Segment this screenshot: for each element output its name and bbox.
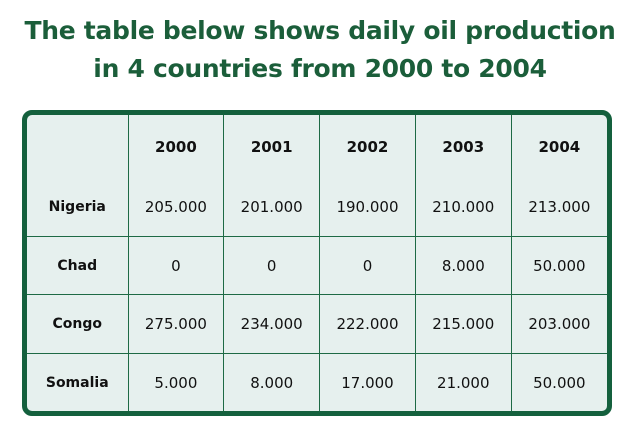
table-row: Chad 0 0 0 8.000 50.000 — [27, 235, 607, 296]
table-cell: 21.000 — [414, 353, 512, 411]
table-cell: 17.000 — [319, 353, 416, 411]
column-header: 2001 — [223, 115, 321, 179]
table-cell: 8.000 — [223, 353, 321, 411]
table-cell: 222.000 — [319, 294, 416, 355]
column-header: 2002 — [319, 115, 416, 179]
row-header: Chad — [27, 235, 129, 296]
table-cell: 213.000 — [510, 179, 607, 237]
table-cell: 234.000 — [223, 294, 321, 355]
table-cell: 203.000 — [510, 294, 607, 355]
table-row: Congo 275.000 234.000 222.000 215.000 20… — [27, 294, 607, 355]
table-cell: 0 — [127, 235, 225, 296]
table-row: Somalia 5.000 8.000 17.000 21.000 50.000 — [27, 353, 607, 411]
chart-title: The table below shows daily oil producti… — [0, 12, 640, 88]
title-line-1: The table below shows daily oil producti… — [24, 16, 616, 45]
column-header: 2000 — [127, 115, 225, 179]
table-cell: 201.000 — [223, 179, 321, 237]
table-row: Nigeria 205.000 201.000 190.000 210.000 … — [27, 179, 607, 237]
table-cell: 205.000 — [127, 179, 225, 237]
table-cell: 210.000 — [414, 179, 512, 237]
data-table-frame: 2000 2001 2002 2003 2004 Nigeria 205.000… — [22, 110, 612, 416]
title-line-2: in 4 countries from 2000 to 2004 — [93, 54, 547, 83]
corner-cell — [27, 115, 129, 179]
table-cell: 50.000 — [510, 235, 607, 296]
table-cell: 190.000 — [319, 179, 416, 237]
oil-production-table: 2000 2001 2002 2003 2004 Nigeria 205.000… — [27, 115, 607, 411]
table-cell: 50.000 — [510, 353, 607, 411]
row-header: Nigeria — [27, 179, 129, 237]
table-cell: 0 — [223, 235, 321, 296]
column-header: 2003 — [414, 115, 512, 179]
table-cell: 8.000 — [414, 235, 512, 296]
row-header: Congo — [27, 294, 129, 355]
header-row: 2000 2001 2002 2003 2004 — [27, 115, 607, 179]
column-header: 2004 — [510, 115, 607, 179]
table-cell: 5.000 — [127, 353, 225, 411]
table-cell: 275.000 — [127, 294, 225, 355]
table-cell: 0 — [319, 235, 416, 296]
row-header: Somalia — [27, 353, 129, 411]
table-cell: 215.000 — [414, 294, 512, 355]
